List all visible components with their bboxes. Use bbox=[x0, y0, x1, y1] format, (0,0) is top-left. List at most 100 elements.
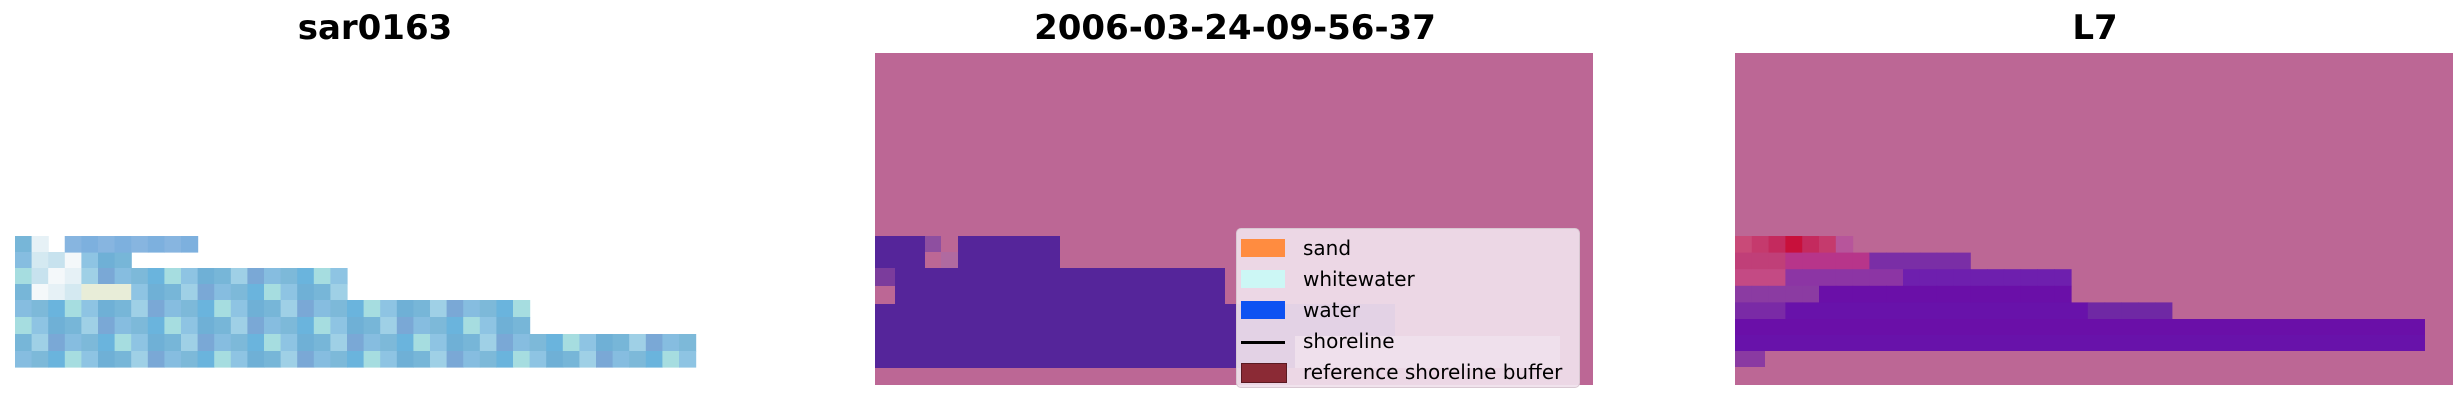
image-pixel bbox=[313, 317, 331, 335]
image-pixel bbox=[496, 300, 514, 318]
image-pixel bbox=[380, 351, 398, 368]
image-pixel bbox=[247, 300, 265, 318]
image-pixel bbox=[15, 268, 33, 285]
probability-pixel bbox=[1751, 236, 1770, 254]
image-pixel bbox=[330, 284, 348, 301]
probability-pixel bbox=[1768, 269, 1786, 287]
image-pixel bbox=[330, 268, 348, 285]
panel-title: sar0163 bbox=[297, 8, 453, 48]
probability-pixel bbox=[1970, 285, 1988, 303]
image-pixel bbox=[264, 284, 282, 301]
legend-label: reference shoreline buffer bbox=[1303, 360, 1563, 384]
image-pixel bbox=[64, 284, 82, 301]
probability-pixel bbox=[2054, 269, 2072, 287]
probability-pixel bbox=[1735, 236, 1753, 254]
legend-label: sand bbox=[1303, 236, 1352, 260]
image-pixel bbox=[64, 268, 82, 285]
probability-pixel bbox=[1936, 302, 1954, 320]
probability-pixel bbox=[1903, 302, 1921, 320]
probability-pixel bbox=[1785, 252, 1803, 270]
image-pixel bbox=[164, 334, 182, 352]
image-pixel bbox=[214, 334, 232, 352]
image-pixel bbox=[396, 334, 414, 352]
image-pixel bbox=[147, 268, 165, 285]
image-pixel bbox=[214, 268, 232, 285]
image-pixel bbox=[247, 317, 265, 335]
image-pixel bbox=[31, 252, 49, 269]
image-pixel bbox=[247, 284, 265, 301]
image-pixel bbox=[81, 351, 99, 368]
image-pixel bbox=[247, 334, 265, 352]
image-pixel bbox=[164, 300, 182, 318]
probability-pixel bbox=[2054, 302, 2072, 320]
image-pixel bbox=[81, 300, 99, 318]
probability-pixel bbox=[2037, 269, 2055, 287]
image-pixel bbox=[64, 236, 82, 253]
image-pixel bbox=[264, 268, 282, 285]
probability-pixel bbox=[1886, 269, 1904, 287]
probability-pixel bbox=[1953, 269, 1971, 287]
image-pixel bbox=[98, 351, 116, 368]
image-pixel bbox=[562, 351, 580, 368]
image-pixel bbox=[197, 317, 215, 335]
image-pixel bbox=[214, 317, 232, 335]
image-pixel bbox=[98, 317, 116, 335]
image-pixel bbox=[114, 300, 132, 318]
probability-pixel bbox=[1768, 302, 1786, 320]
image-pixel bbox=[147, 300, 165, 318]
probability-pixel bbox=[1785, 285, 1803, 303]
image-pixel bbox=[214, 351, 232, 368]
water-class bbox=[875, 268, 895, 286]
image-pixel bbox=[529, 334, 547, 352]
image-pixel bbox=[98, 252, 116, 269]
image-pixel bbox=[131, 284, 149, 301]
probability-pixel bbox=[1802, 302, 1820, 320]
image-pixel bbox=[579, 334, 597, 352]
image-pixel bbox=[147, 334, 165, 352]
image-pixel bbox=[164, 236, 182, 253]
image-pixel bbox=[479, 317, 497, 335]
probability-pixel bbox=[1751, 269, 1770, 287]
image-pixel bbox=[230, 317, 248, 335]
probability-pixel bbox=[1953, 285, 1971, 303]
image-pixel bbox=[463, 351, 481, 368]
probability-pixel bbox=[1785, 302, 1803, 320]
image-pixel bbox=[15, 252, 33, 269]
probability-pixel bbox=[2121, 302, 2139, 320]
image-pixel bbox=[662, 351, 680, 368]
image-pixel bbox=[264, 300, 282, 318]
probability-pixel bbox=[1735, 285, 1753, 303]
image-pixel bbox=[313, 284, 331, 301]
image-pixel bbox=[31, 300, 49, 318]
image-pixel bbox=[313, 300, 331, 318]
image-pixel bbox=[114, 334, 132, 352]
probability-pixel bbox=[1785, 269, 1803, 287]
image-pixel bbox=[214, 300, 232, 318]
probability-pixel bbox=[1735, 319, 2425, 335]
image-pixel bbox=[596, 351, 614, 368]
water-class bbox=[941, 252, 958, 268]
image-pixel bbox=[513, 351, 531, 368]
image-pixel bbox=[181, 268, 199, 285]
image-pixel bbox=[64, 317, 82, 335]
image-pixel bbox=[98, 284, 116, 301]
probability-pixel bbox=[1735, 252, 1753, 270]
probability-pixel bbox=[1869, 302, 1887, 320]
image-pixel bbox=[81, 252, 99, 269]
image-pixel bbox=[446, 317, 464, 335]
probability-pixel bbox=[1835, 302, 1854, 320]
panel-title: L7 bbox=[2072, 8, 2118, 48]
image-pixel bbox=[363, 317, 381, 335]
image-pixel bbox=[430, 300, 448, 318]
image-pixel bbox=[15, 317, 33, 335]
image-pixel bbox=[297, 351, 315, 368]
probability-pixel bbox=[1735, 351, 1765, 367]
probability-pixel bbox=[1768, 285, 1786, 303]
image-pixel bbox=[197, 351, 215, 368]
image-pixel bbox=[264, 317, 282, 335]
image-pixel bbox=[463, 334, 481, 352]
image-pixel bbox=[596, 334, 614, 352]
probability-pixel bbox=[1903, 252, 1921, 270]
image-pixel bbox=[114, 284, 132, 301]
